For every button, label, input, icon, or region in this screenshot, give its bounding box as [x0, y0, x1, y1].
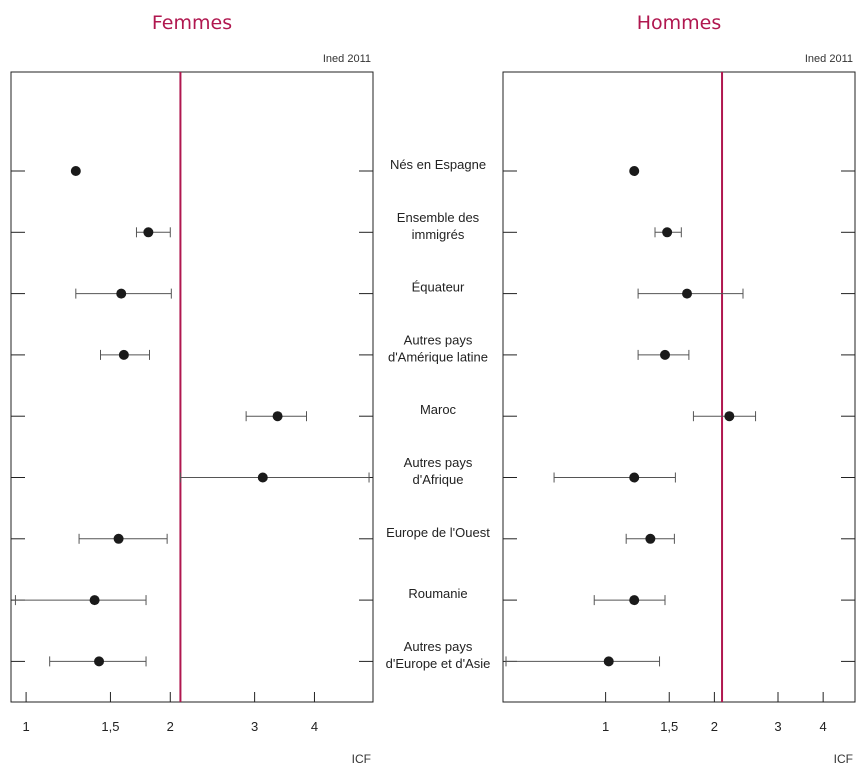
x-tick-label-femmes: 1 [22, 719, 29, 734]
data-point-femmes [143, 227, 154, 238]
data-point-femmes [118, 349, 129, 360]
category-label: Équateur [412, 280, 465, 295]
data-point-femmes [257, 472, 268, 483]
x-tick-label-hommes: 1,5 [660, 719, 678, 734]
data-point-hommes [662, 227, 673, 238]
data-point-femmes [113, 533, 124, 544]
x-tick-label-femmes: 4 [311, 719, 318, 734]
category-label: Autres pays d'Afrique [404, 455, 473, 487]
data-point-hommes [603, 656, 614, 667]
x-axis-title-hommes: ICF [834, 752, 853, 766]
category-label: Roumanie [408, 586, 467, 601]
data-point-femmes [70, 166, 81, 176]
data-point-hommes [629, 472, 640, 483]
data-point-femmes [94, 656, 105, 667]
category-label: Ensemble des immigrés [397, 210, 480, 242]
category-label: Maroc [420, 402, 457, 417]
source-note-hommes: Ined 2011 [805, 53, 853, 65]
category-label: Europe de l'Ouest [386, 525, 490, 540]
data-point-hommes [629, 595, 640, 606]
data-point-hommes [682, 288, 693, 299]
x-tick-label-femmes: 3 [251, 719, 258, 734]
source-note-femmes: Ined 2011 [323, 53, 371, 65]
data-point-femmes [272, 411, 283, 422]
data-point-femmes [116, 288, 127, 299]
x-tick-label-femmes: 1,5 [101, 719, 119, 734]
data-point-hommes [724, 411, 735, 422]
x-tick-label-hommes: 4 [820, 719, 827, 734]
x-tick-label-femmes: 2 [167, 719, 174, 734]
plot-frame-hommes [502, 71, 856, 703]
x-tick-label-hommes: 2 [711, 719, 718, 734]
category-label: Autres pays d'Amérique latine [388, 332, 488, 364]
x-tick-label-hommes: 3 [774, 719, 781, 734]
plot-frame-femmes [10, 71, 374, 703]
category-label: Nés en Espagne [390, 157, 486, 172]
panel-title-hommes: Hommes [637, 12, 722, 34]
data-point-hommes [645, 533, 656, 544]
data-point-hommes [629, 166, 640, 176]
category-label: Autres pays d'Europe et d'Asie [386, 639, 491, 671]
x-tick-label-hommes: 1 [602, 719, 609, 734]
panel-title-femmes: Femmes [152, 12, 232, 34]
data-point-femmes [89, 595, 100, 606]
x-axis-title-femmes: ICF [352, 752, 371, 766]
data-point-hommes [659, 349, 670, 360]
